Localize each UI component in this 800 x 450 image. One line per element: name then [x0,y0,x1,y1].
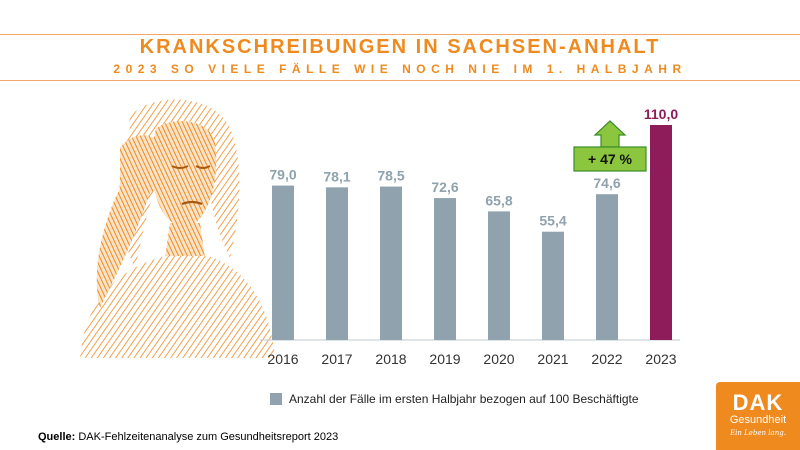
source-note: Quelle: DAK-Fehlzeitenanalyse zum Gesund… [38,431,338,443]
legend-swatch [270,393,282,405]
up-arrow-icon [593,120,627,148]
source-text: DAK-Fehlzeitenanalyse zum Gesundheitsrep… [78,431,339,443]
bar-2022 [596,194,618,340]
bar-2016 [272,185,294,340]
bar-chart: 79,0 2016 78,1 2017 78,5 2018 72,6 2019 65,8 2020… [260,106,680,367]
value-label-2021: 55,4 [539,213,566,229]
bar-2017 [326,187,348,340]
value-label-2018: 78,5 [377,168,404,184]
headache-woman-illustration [80,99,275,358]
chart-subtitle: 2023 SO VIELE FÄLLE WIE NOCH NIE IM 1. H… [113,62,687,76]
bar-2021 [542,231,564,340]
header-rule-bottom [0,80,800,81]
header-rule-top [0,34,800,35]
legend-label: Anzahl der Fälle im ersten Halbjahr bezo… [289,392,639,406]
tick-label-2023: 2023 [645,351,676,367]
bar-2023 [650,125,672,340]
dak-logo: DAK Gesundheit Ein Leben lang. [716,382,800,450]
logo-claim: Ein Leben lang. [730,429,786,437]
tick-label-2022: 2022 [591,351,622,367]
value-label-2023: 110,0 [644,106,678,122]
tick-label-2020: 2020 [483,351,514,367]
tick-label-2019: 2019 [429,351,460,367]
growth-callout-box [573,146,647,172]
chart-title: KRANKSCHREIBUNGEN IN SACHSEN-ANHALT [139,36,661,58]
logo-sub: Gesundheit [729,414,787,426]
value-label-2017: 78,1 [323,168,350,184]
tick-label-2017: 2017 [321,351,352,367]
chart-legend: Anzahl der Fälle im ersten Halbjahr bezo… [270,392,639,406]
bar-2018 [380,186,402,340]
value-label-2016: 79,0 [269,167,296,183]
source-label: Quelle: [38,431,76,443]
value-label-2022: 74,6 [593,175,620,191]
logo-brand: DAK [732,390,784,415]
tick-label-2018: 2018 [375,351,406,367]
bar-2020 [488,211,510,340]
value-label-2020: 65,8 [485,192,512,208]
bar-2019 [434,198,456,340]
tick-label-2016: 2016 [267,351,298,367]
growth-callout-text: + 47 % [588,151,633,167]
value-label-2019: 72,6 [431,179,458,195]
tick-label-2021: 2021 [537,351,568,367]
